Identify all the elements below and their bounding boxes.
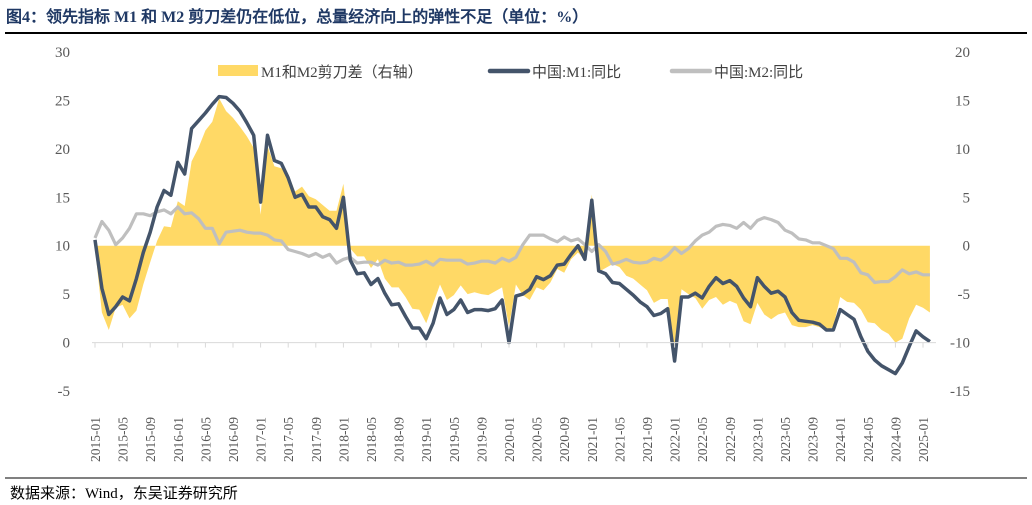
series-line-m2 — [93, 205, 930, 285]
plot-area — [93, 94, 931, 376]
left-tick-label: 25 — [55, 93, 70, 109]
x-tick-label: 2016-09 — [226, 417, 241, 462]
x-tick-label: 2023-01 — [750, 417, 765, 462]
x-tick-label: 2015-09 — [143, 417, 158, 462]
x-tick-label: 2018-01 — [336, 417, 351, 462]
x-tick-label: 2025-01 — [916, 417, 931, 462]
left-tick-label: 15 — [55, 190, 70, 206]
right-tick-label: 15 — [955, 93, 970, 109]
series-area-spread — [95, 98, 930, 359]
x-tick-label: 2018-09 — [392, 417, 407, 462]
x-tick-label: 2021-09 — [640, 417, 655, 462]
right-tick-label: 20 — [955, 45, 970, 61]
x-tick-label: 2019-05 — [447, 417, 462, 462]
left-tick-label: 10 — [55, 239, 70, 255]
x-tick-label: 2021-01 — [585, 417, 600, 462]
x-tick-label: 2019-01 — [419, 417, 434, 462]
x-tick-label: 2017-05 — [281, 417, 296, 462]
left-tick-label: 20 — [55, 142, 70, 158]
right-tick-label: 0 — [963, 239, 971, 255]
x-tick-label: 2017-01 — [254, 417, 269, 462]
left-tick-label: 0 — [63, 336, 71, 352]
x-tick-label: 2018-05 — [364, 417, 379, 462]
x-tick-label: 2016-01 — [171, 417, 186, 462]
right-axis: 20 15 10 5 0 -5 -10 -15 — [950, 45, 970, 400]
x-tick-label: 2022-05 — [695, 417, 710, 462]
x-tick-label: 2021-05 — [612, 417, 627, 462]
x-tick-label: 2015-05 — [116, 417, 131, 462]
x-tick-label: 2015-01 — [88, 417, 103, 462]
series-line-m1 — [93, 94, 931, 376]
x-axis: 2015-01 2015-05 2015-09 2016-01 2016-05 2016-… — [88, 342, 936, 462]
x-tick-label: 2024-05 — [861, 417, 876, 462]
right-tick-label: -10 — [950, 336, 970, 352]
x-tick-label: 2016-05 — [198, 417, 213, 462]
left-tick-label: 5 — [63, 287, 71, 303]
right-tick-label: 5 — [963, 190, 971, 206]
x-tick-label: 2017-09 — [309, 417, 324, 462]
legend: M1和M2剪刀差（右轴） 中国:M1:同比 中国:M2:同比 — [218, 64, 803, 81]
left-axis: 30 25 20 15 10 5 0 -5 — [55, 45, 70, 400]
legend-label-m2: 中国:M2:同比 — [714, 64, 803, 81]
x-tick-label: 2023-09 — [806, 417, 821, 462]
left-tick-label: 30 — [55, 45, 70, 61]
legend-label-spread: M1和M2剪刀差（右轴） — [261, 64, 423, 81]
x-tick-label: 2023-05 — [778, 417, 793, 462]
x-tick-label: 2020-01 — [502, 417, 517, 462]
right-tick-label: -5 — [958, 287, 971, 303]
legend-label-m1: 中国:M1:同比 — [532, 64, 621, 81]
x-tick-label: 2020-09 — [557, 417, 572, 462]
x-tick-label: 2024-09 — [888, 417, 903, 462]
x-tick-label: 2022-01 — [668, 417, 683, 462]
right-tick-label: -15 — [950, 384, 970, 400]
right-tick-label: 10 — [955, 142, 970, 158]
x-tick-label: 2019-09 — [474, 417, 489, 462]
source-note: 数据来源：Wind，东吴证券研究所 — [10, 485, 238, 502]
x-tick-label: 2022-09 — [723, 417, 738, 462]
chart-title: 图4：领先指标 M1 和 M2 剪刀差仍在低位，总量经济向上的弹性不足（单位：%… — [6, 7, 588, 26]
x-tick-label: 2020-05 — [530, 417, 545, 462]
left-tick-label: -5 — [58, 384, 71, 400]
x-tick-label: 2024-01 — [833, 417, 848, 462]
legend-swatch-spread — [218, 65, 258, 76]
